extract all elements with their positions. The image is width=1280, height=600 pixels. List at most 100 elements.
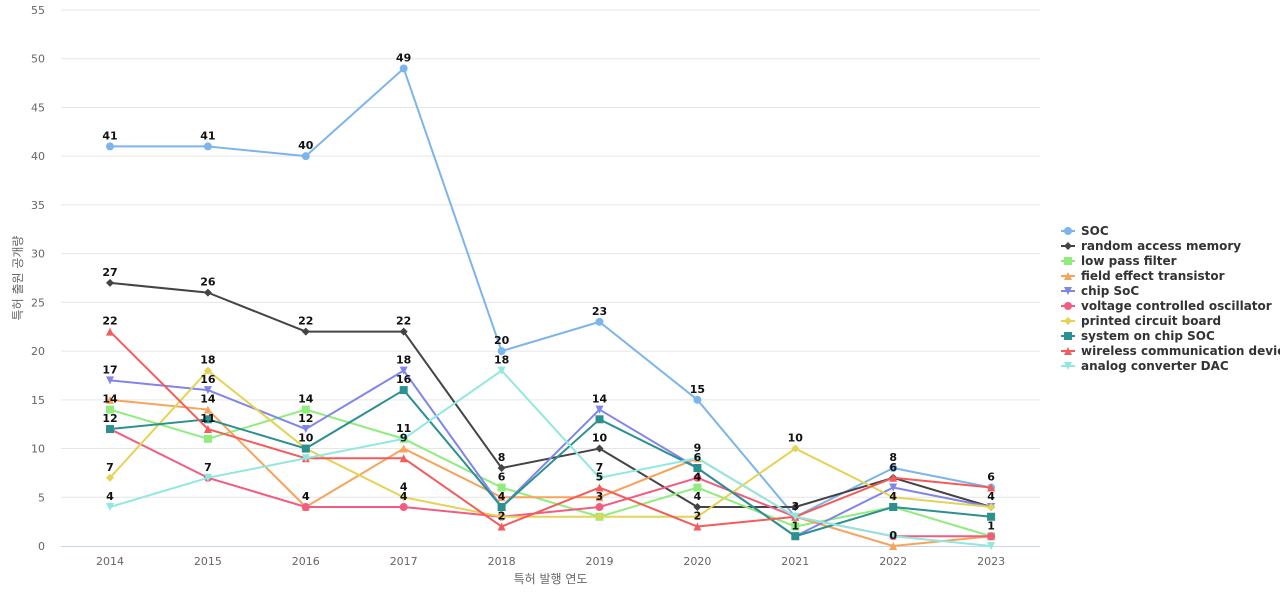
y-tick-label: 50 xyxy=(31,53,45,66)
legend-item[interactable]: low pass filter xyxy=(1061,254,1177,268)
series-point xyxy=(399,327,408,336)
series-line xyxy=(109,281,992,509)
series-point xyxy=(791,522,800,531)
legend-item[interactable]: chip SoC xyxy=(1061,284,1139,298)
data-label: 10 xyxy=(788,432,804,445)
series-point xyxy=(595,503,604,512)
data-label: 7 xyxy=(204,461,212,474)
series-point xyxy=(106,405,114,414)
series-point xyxy=(595,473,604,482)
data-label: 9 xyxy=(400,432,408,445)
series-point xyxy=(301,327,310,336)
series-point xyxy=(693,483,702,492)
data-label: 7 xyxy=(596,461,604,474)
legend-label: chip SoC xyxy=(1081,284,1139,298)
data-label: 14 xyxy=(200,393,216,406)
legend-item[interactable]: voltage controlled oscillator xyxy=(1061,299,1272,313)
series-point xyxy=(106,395,114,404)
data-label: 49 xyxy=(396,51,411,64)
y-tick-label: 45 xyxy=(31,101,45,114)
y-tick-label: 35 xyxy=(31,199,45,212)
data-label: 12 xyxy=(102,412,117,425)
series-9 xyxy=(106,366,996,550)
series-line xyxy=(109,428,992,538)
series-point xyxy=(106,473,114,482)
series-point xyxy=(693,473,702,482)
legend-marker xyxy=(1064,242,1072,250)
series-point xyxy=(106,278,114,287)
data-label: 11 xyxy=(396,422,411,435)
x-tick-label: 2021 xyxy=(781,555,809,568)
data-label: 4 xyxy=(302,490,310,503)
legend-marker xyxy=(1064,362,1072,370)
series-point xyxy=(791,444,800,453)
series-point xyxy=(595,317,604,326)
series-point xyxy=(399,493,408,502)
legend-item[interactable]: field effect transistor xyxy=(1061,269,1225,283)
data-label: 10 xyxy=(592,432,608,445)
series-line xyxy=(110,67,992,518)
series-point xyxy=(987,532,996,541)
series-point xyxy=(106,327,114,336)
x-tick-label: 2020 xyxy=(683,555,711,568)
legend-marker xyxy=(1064,332,1072,340)
data-label: 4 xyxy=(987,490,995,503)
data-label: 2 xyxy=(694,510,702,523)
data-label: 14 xyxy=(298,393,314,406)
grid-layer xyxy=(61,9,1040,498)
data-label: 4 xyxy=(302,490,310,503)
series-point xyxy=(595,483,604,492)
series-point xyxy=(889,473,898,482)
data-label: 15 xyxy=(690,383,705,396)
series-point xyxy=(301,444,310,453)
data-label: 6 xyxy=(987,471,995,484)
legend-marker xyxy=(1064,227,1072,235)
series-point xyxy=(595,415,604,424)
series-point xyxy=(693,454,702,463)
series-point xyxy=(693,464,702,473)
data-label: 4 xyxy=(694,471,702,484)
data-label: 16 xyxy=(396,373,412,386)
series-point xyxy=(497,522,506,531)
legend-item[interactable]: printed circuit board xyxy=(1061,314,1221,328)
series-point xyxy=(106,142,114,151)
legend-item[interactable]: system on chip SOC xyxy=(1061,329,1215,343)
series-point xyxy=(203,288,212,297)
legend-label: low pass filter xyxy=(1081,254,1177,268)
legend-label: wireless communication device xyxy=(1081,344,1280,358)
y-tick-label: 0 xyxy=(38,540,45,553)
series-point xyxy=(791,512,800,521)
x-tick-label: 2023 xyxy=(977,555,1005,568)
series-point xyxy=(301,405,310,414)
legend-item[interactable]: random access memory xyxy=(1061,239,1241,253)
series-point xyxy=(301,152,310,161)
series-point xyxy=(399,503,408,512)
x-tick-label: 2022 xyxy=(879,555,907,568)
data-label: 4 xyxy=(498,490,506,503)
series-point xyxy=(301,425,310,434)
legend-item[interactable]: wireless communication device xyxy=(1061,344,1280,358)
data-label: 2 xyxy=(498,510,506,523)
legend-item[interactable]: analog converter DAC xyxy=(1061,359,1229,373)
series-point xyxy=(301,454,310,463)
series-layer xyxy=(106,64,996,550)
legend-marker xyxy=(1064,317,1072,325)
series-point xyxy=(987,483,996,492)
legend-marker xyxy=(1064,272,1072,280)
series-point xyxy=(497,503,506,512)
series-point xyxy=(203,415,212,424)
series-point xyxy=(203,386,212,395)
series-point xyxy=(497,366,506,375)
legend-label: SOC xyxy=(1081,224,1109,238)
data-label: 16 xyxy=(200,373,216,386)
legend-label: random access memory xyxy=(1081,239,1241,253)
legend-item[interactable]: SOC xyxy=(1061,224,1109,238)
series-point xyxy=(203,142,212,151)
series-point xyxy=(889,464,898,473)
series-point xyxy=(693,395,702,404)
series-point xyxy=(497,493,506,502)
data-label: 17 xyxy=(102,363,117,376)
